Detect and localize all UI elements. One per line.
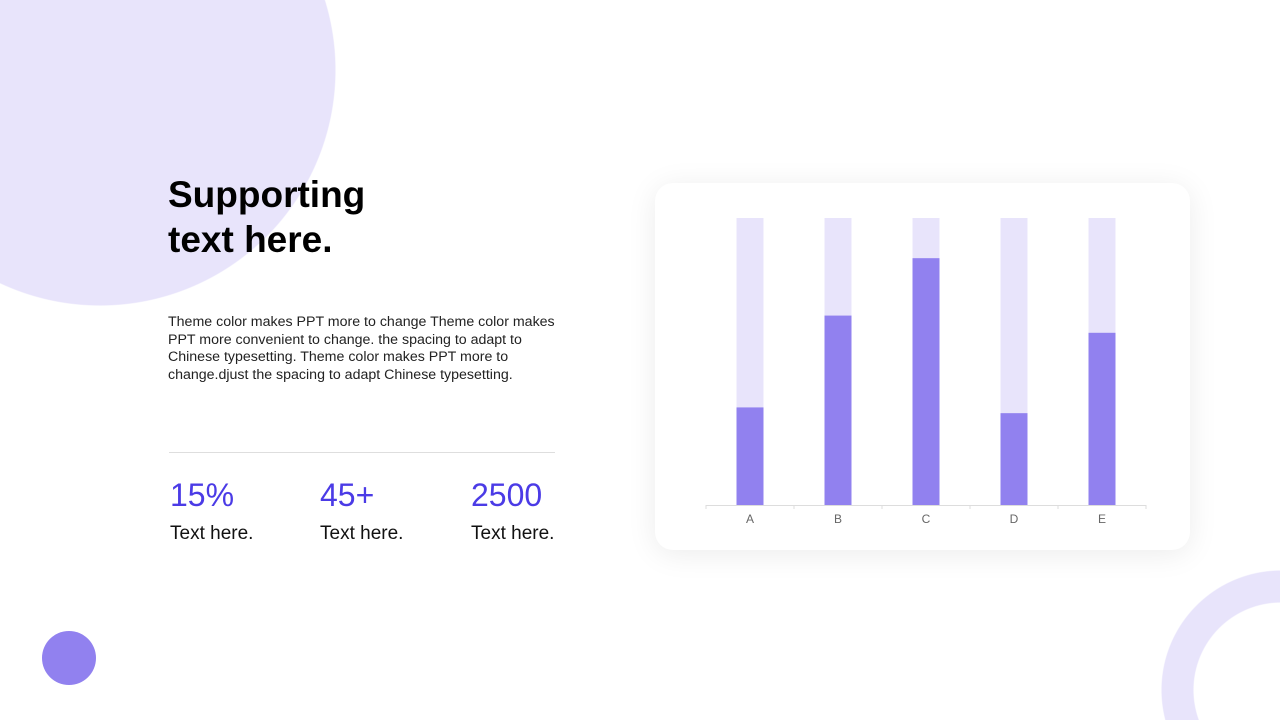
slide-title: Supporting text here. [168,174,366,260]
bar-D [1000,413,1028,505]
bar-E [1088,332,1116,505]
decorative-small-circle [42,631,96,685]
divider [169,452,555,453]
stat-3: 2500 Text here. [471,476,554,545]
stat-label: Text here. [320,523,404,544]
body-text: Theme color makes PPT more to change The… [168,314,555,383]
stat-2: 45+ Text here. [320,476,403,545]
bar-chart: A B C D E [705,218,1147,526]
stat-1: 15% Text here. [170,476,253,545]
bar-C [912,258,940,505]
stat-label: Text here. [471,523,555,544]
x-tick-label: D [1010,512,1019,526]
bar-A [736,407,764,505]
x-tick-label: C [922,512,931,526]
stat-value: 15% [170,477,235,513]
chart-card: A B C D E [655,183,1190,550]
decorative-ring [1161,570,1280,720]
x-tick-label: A [746,512,754,526]
stat-label: Text here. [170,523,254,544]
stat-value: 2500 [471,477,543,513]
x-tick-label: B [834,512,842,526]
stat-value: 45+ [320,477,375,513]
bar-B [824,315,852,505]
decorative-large-circle [0,0,336,306]
x-tick-label: E [1098,512,1106,526]
